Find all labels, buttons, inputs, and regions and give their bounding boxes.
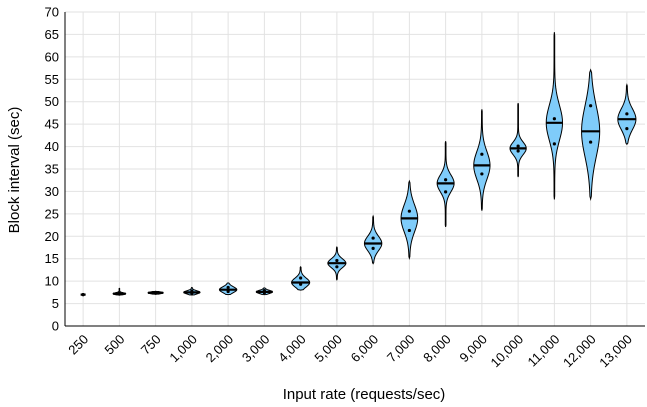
y-tick-label: 35: [45, 162, 59, 177]
y-tick-label: 40: [45, 139, 59, 154]
x-axis-title: Input rate (requests/sec): [283, 386, 446, 403]
quartile-dot: [444, 190, 448, 194]
y-tick-label: 50: [45, 94, 59, 109]
quartile-dot: [444, 178, 448, 182]
x-tick-label: 2,000: [203, 332, 237, 366]
x-tick-label: 4,000: [275, 332, 309, 366]
quartile-dot: [190, 289, 194, 293]
quartile-dot: [552, 117, 556, 121]
quartile-dot: [371, 246, 375, 250]
quartile-dot: [117, 291, 121, 295]
y-tick-label: 20: [45, 229, 59, 244]
x-tick-label: 12,000: [560, 332, 599, 371]
x-tick-label: 9,000: [456, 332, 490, 366]
quartile-dot: [407, 228, 411, 233]
violin-body: [363, 214, 383, 265]
violin-body: [509, 102, 527, 178]
quartile-dot: [226, 289, 230, 294]
x-tick-label: 1,000: [166, 332, 200, 366]
x-tick-label: 6,000: [348, 332, 382, 366]
quartile-dot: [226, 285, 230, 290]
grid-layer: [65, 11, 645, 327]
y-tick-label: 15: [45, 251, 59, 266]
quartile-dot: [335, 258, 339, 263]
quartile-dot: [589, 104, 593, 108]
label-layer: 0 5 10 15 20 25 30 35 40 45 50 55 60 65 70 250 500 750 1,0…: [45, 5, 635, 371]
quartile-dot: [516, 149, 520, 153]
y-tick-label: 25: [45, 206, 59, 221]
violin-body: [581, 68, 601, 202]
quartile-dot: [262, 291, 266, 295]
quartile-dot: [625, 112, 629, 116]
y-tick-label: 5: [52, 296, 59, 311]
y-tick-label: 45: [45, 117, 59, 132]
y-tick-label: 10: [45, 274, 59, 289]
x-tick-label: 11,000: [524, 332, 562, 370]
x-tick-label: 5,000: [311, 332, 345, 366]
quartile-dot: [190, 291, 194, 295]
violin-body: [473, 109, 491, 211]
x-tick-label: 8,000: [420, 332, 454, 366]
x-tick-label: 13,000: [596, 332, 635, 371]
y-tick-label: 70: [45, 5, 59, 20]
y-tick-label: 30: [45, 184, 59, 199]
quartile-dot: [552, 142, 556, 146]
y-tick-label: 55: [45, 72, 59, 87]
x-tick-label: 750: [138, 332, 164, 358]
y-tick-label: 60: [45, 49, 59, 64]
quartile-dot: [335, 265, 339, 269]
quartile-dot: [480, 152, 484, 156]
violin-layer: [80, 32, 637, 297]
x-tick-label: 7,000: [384, 332, 418, 366]
violin-body: [545, 32, 564, 200]
x-tick-label: 10,000: [488, 332, 527, 371]
y-axis-title: Block interval (sec): [6, 107, 23, 234]
quartile-dot: [81, 293, 85, 297]
quartile-dot: [299, 276, 303, 280]
x-tick-label: 250: [65, 332, 91, 358]
axis-layer: [64, 12, 645, 327]
x-tick-label: 3,000: [239, 332, 273, 366]
quartile-dot: [407, 209, 411, 213]
y-tick-label: 65: [45, 27, 59, 42]
violin-body: [400, 179, 419, 261]
x-tick-label: 500: [102, 332, 128, 358]
quartile-dot: [154, 290, 158, 294]
quartile-dot: [480, 172, 484, 176]
quartile-dot: [589, 140, 593, 144]
quartile-dot: [516, 144, 520, 148]
quartile-dot: [625, 127, 629, 131]
quartile-dot: [299, 282, 303, 286]
quartile-dot: [262, 288, 266, 293]
y-tick-label: 0: [52, 319, 59, 334]
quartile-dot: [371, 236, 375, 240]
